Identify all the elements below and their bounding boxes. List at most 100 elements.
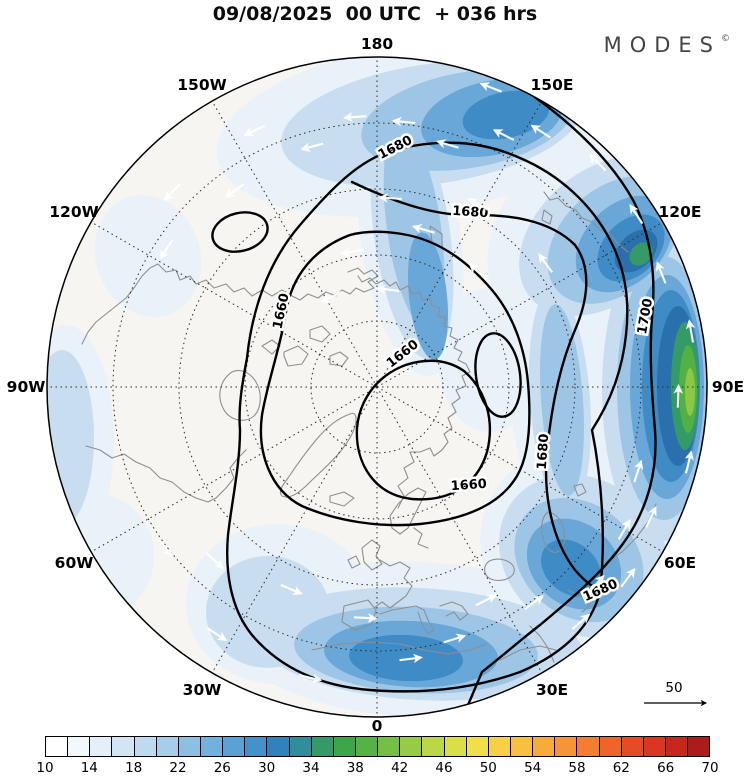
colorbar-cell — [599, 737, 622, 756]
contour-1680-outer — [226, 141, 629, 693]
lon-label-60w: 60W — [55, 554, 94, 572]
colorbar-cell — [488, 737, 511, 756]
wind-arrow — [655, 261, 667, 284]
wind-arrow — [645, 505, 657, 528]
colorbar-cell — [422, 737, 445, 756]
colorbar-cell — [533, 737, 556, 756]
wind-arrow — [538, 253, 554, 274]
colorbar-cell — [112, 737, 135, 756]
contour-1660-inner — [355, 359, 491, 501]
colorbar-cell — [333, 737, 356, 756]
colorbar-cell — [688, 737, 710, 756]
wind-arrow — [475, 594, 497, 607]
wind-arrow — [342, 112, 367, 122]
wind-arrow — [479, 82, 502, 93]
wind-arrow — [298, 673, 323, 683]
colorbar-tick: 10 — [36, 760, 54, 776]
longitude-labels: 180 150E 120E 90E 60E 30E 0 30W 60W 90W … — [7, 35, 744, 735]
colorbar-cell — [311, 737, 334, 756]
lon-label-180: 180 — [361, 35, 394, 53]
chart-title: 09/08/2025 00 UTC + 036 hrs — [212, 3, 538, 25]
colorbar-tick: 46 — [435, 760, 453, 776]
coastlines — [81, 191, 657, 663]
wind-arrow — [375, 284, 400, 295]
wind-speed-shading-max-core — [685, 368, 695, 416]
wind-arrow — [243, 124, 266, 137]
colorbar-cell — [134, 737, 157, 756]
wind-arrow — [378, 193, 402, 203]
wind-reference: 50 — [644, 680, 708, 707]
colorbar-cell — [178, 737, 201, 756]
wind-reference-value: 50 — [665, 680, 682, 696]
wind-arrow — [399, 653, 423, 664]
wind-arrow — [206, 627, 228, 641]
copyright-mark: © — [721, 34, 730, 44]
wind-arrow — [620, 567, 636, 588]
modes-logo-text: MODES — [603, 33, 721, 57]
colorbar-cell — [643, 737, 666, 756]
lon-label-150w: 150W — [177, 76, 226, 94]
colorbar-tick: 26 — [213, 760, 231, 776]
contour-closed-cell-northwest — [211, 211, 269, 253]
colorbar-tick: 34 — [302, 760, 320, 776]
wind-arrow — [633, 459, 644, 483]
colorbar-cell — [200, 737, 224, 756]
height-contours — [211, 70, 657, 707]
colorbar-tick: 62 — [612, 760, 630, 776]
map-disk-outline — [46, 56, 708, 718]
colorbar-cell — [223, 737, 246, 756]
wind-arrow — [411, 224, 435, 234]
wind-arrow — [684, 450, 694, 474]
lon-label-90e: 90E — [712, 378, 744, 396]
colorbar-tick: 18 — [125, 760, 143, 776]
contour-label: 1660 — [450, 477, 487, 494]
graticule — [47, 57, 707, 717]
wind-arrow — [320, 291, 343, 303]
lon-label-120w: 120W — [49, 203, 98, 221]
colorbar-cell — [46, 737, 69, 756]
wind-arrow — [617, 518, 631, 540]
wind-arrow — [467, 198, 489, 211]
colorbar-cell — [400, 737, 423, 756]
wind-arrow — [530, 124, 551, 139]
colorbar-cell — [68, 737, 91, 756]
wind-arrow — [159, 239, 174, 260]
contour-1700 — [466, 70, 657, 707]
colorbar-tick: 58 — [568, 760, 586, 776]
wind-arrow — [673, 383, 684, 408]
wind-arrow — [435, 139, 459, 149]
colorbar-tick: 30 — [258, 760, 276, 776]
wind-arrow — [571, 613, 591, 630]
colorbar-cell — [665, 737, 689, 756]
colorbar-cell — [90, 737, 113, 756]
colorbar-ticks: 10 14 18 22 26 30 34 38 42 46 50 54 58 62 66 70 — [36, 760, 718, 778]
wind-arrow — [157, 537, 173, 557]
colorbar-tick: 14 — [80, 760, 98, 776]
wind-arrow — [224, 183, 245, 198]
wind-arrow — [629, 203, 644, 225]
lon-label-120e: 120E — [659, 203, 702, 221]
colorbar-cell — [267, 737, 290, 756]
wind-arrow — [443, 633, 467, 644]
lon-label-90w: 90W — [7, 378, 46, 396]
colorbar-tick: 38 — [346, 760, 364, 776]
colorbar-tick: 22 — [169, 760, 187, 776]
wind-arrows — [157, 82, 696, 683]
colorbar-tick: 54 — [524, 760, 542, 776]
wind-arrow — [206, 552, 225, 570]
colorbar-cell — [466, 737, 489, 756]
colorbar-cell — [289, 737, 312, 756]
wind-arrow — [280, 584, 303, 595]
lon-label-0: 0 — [372, 717, 383, 735]
colorbar-cell — [510, 737, 534, 756]
wind-arrow — [524, 595, 544, 611]
colorbar-cell — [378, 737, 401, 756]
contour-label: 1680 — [535, 433, 552, 470]
colorbar-tick: 70 — [701, 760, 719, 776]
wind-arrow — [685, 319, 696, 343]
modes-logo: MODES© — [604, 33, 730, 57]
colorbar-cell — [156, 737, 179, 756]
contour-closed-cell-east — [474, 332, 522, 418]
